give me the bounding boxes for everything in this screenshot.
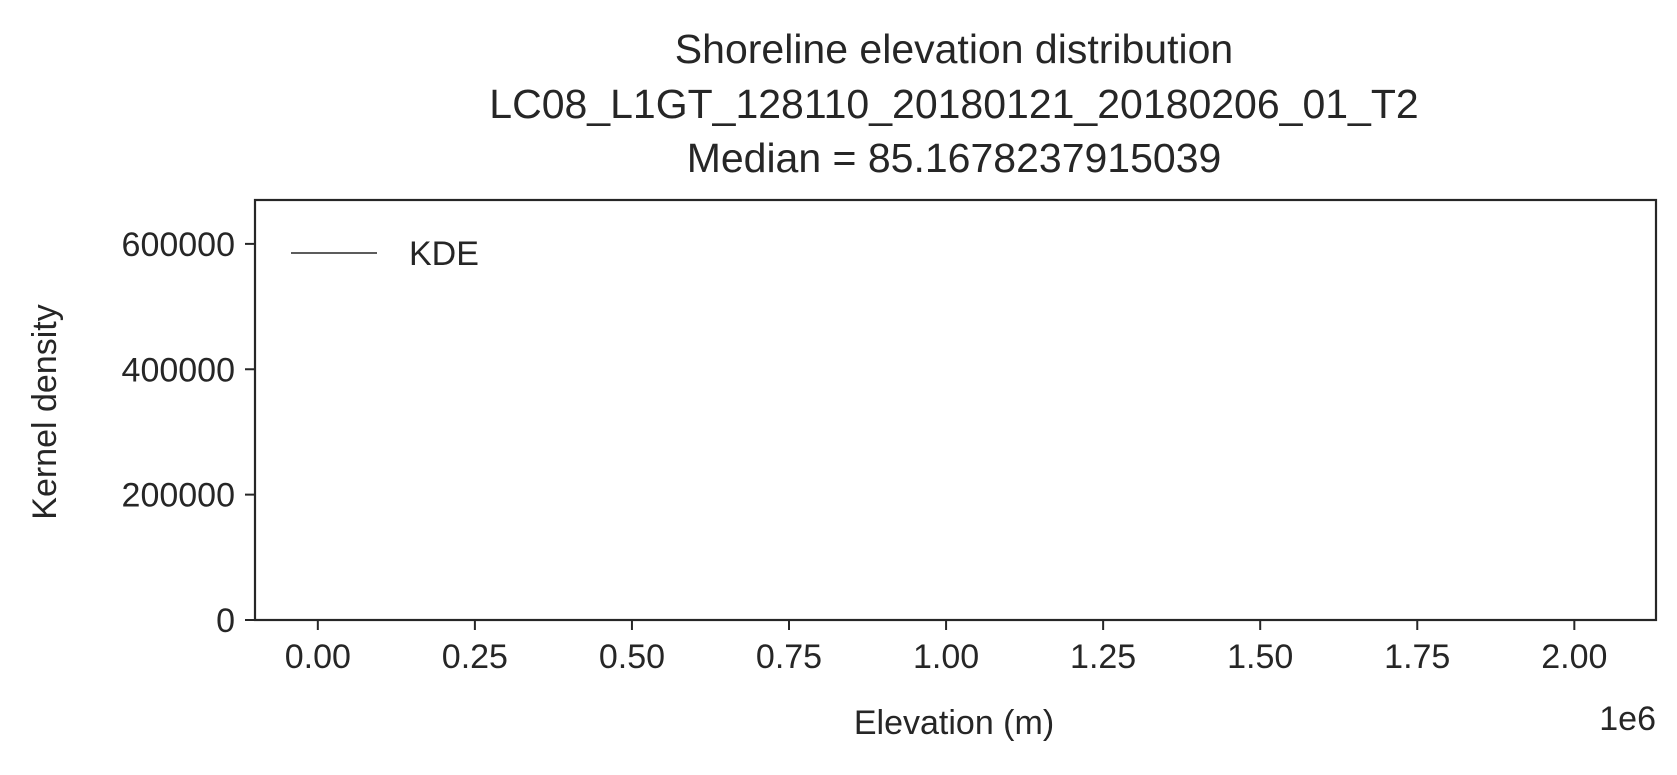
- y-axis-ticks: 0 200000 400000 600000: [122, 226, 255, 640]
- plot-area: [253, 198, 1658, 622]
- x-tick-label: 0.00: [285, 638, 351, 676]
- x-tick-label: 2.00: [1541, 638, 1607, 676]
- legend-label-kde: KDE: [409, 235, 479, 273]
- x-tick-label: 0.50: [599, 638, 665, 676]
- x-tick-label: 1.25: [1070, 638, 1136, 676]
- y-tick-label: 200000: [122, 477, 235, 515]
- x-axis-label: Elevation (m): [854, 704, 1054, 742]
- y-tick-label: 0: [216, 602, 235, 640]
- y-tick-label: 400000: [122, 351, 235, 389]
- x-axis-offset-label: 1e6: [1599, 700, 1656, 738]
- x-axis-ticks: 0.00 0.25 0.50 0.75 1.00 1.25 1.50 1.75 2.00: [285, 620, 1607, 676]
- x-tick-label: 0.75: [756, 638, 822, 676]
- y-tick-label: 600000: [122, 226, 235, 264]
- chart-title-line-3: Median = 85.1678237915039: [687, 135, 1222, 181]
- x-tick-label: 0.25: [442, 638, 508, 676]
- plot-frame: [253, 198, 1658, 622]
- x-tick-label: 1.00: [913, 638, 979, 676]
- x-tick-label: 1.75: [1384, 638, 1450, 676]
- y-axis-label: Kernel density: [26, 304, 64, 519]
- x-tick-label: 1.50: [1227, 638, 1293, 676]
- chart-title-line-2: LC08_L1GT_128110_20180121_20180206_01_T2: [489, 81, 1418, 127]
- legend: KDE: [291, 235, 479, 273]
- chart-title-line-1: Shoreline elevation distribution: [675, 26, 1233, 72]
